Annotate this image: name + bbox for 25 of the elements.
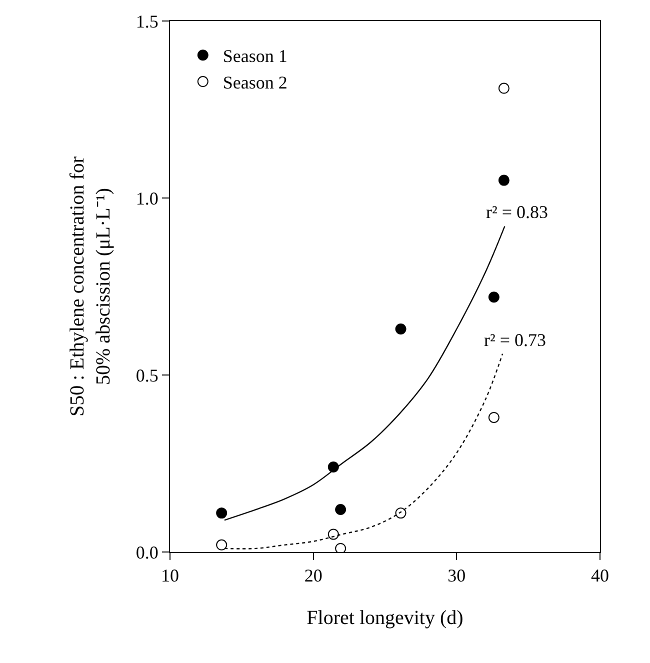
point: [498, 82, 510, 94]
x-tick-label: 40: [591, 566, 609, 586]
y-axis-title: S50 : Ethylene concentration for 50% abscission (μL·L⁻¹): [66, 156, 114, 416]
legend-label: Season 2: [222, 72, 288, 93]
point: [488, 412, 500, 423]
x-tick-label: 10: [161, 566, 179, 586]
y-tick-label: 1.0: [136, 188, 158, 208]
annotation: r² = 0.73: [484, 330, 546, 350]
x-axis-title: Floret longevity (d): [306, 607, 464, 630]
point: [216, 539, 228, 550]
point: [395, 323, 406, 334]
annotation: r² = 0.83: [486, 202, 548, 222]
point: [328, 528, 339, 540]
point: [395, 508, 406, 519]
point: [335, 504, 346, 516]
point: [498, 174, 510, 186]
point: [216, 508, 228, 519]
y-tick-label: 0.5: [136, 365, 158, 386]
y-tick-label: 0.0: [136, 542, 158, 562]
y-tick-label: 1.5: [136, 11, 158, 32]
legend-label: Season 1: [222, 46, 288, 66]
x-tick-label: 30: [448, 566, 466, 586]
point: [488, 292, 500, 303]
x-tick-label: 20: [304, 566, 322, 586]
point: [335, 542, 346, 552]
